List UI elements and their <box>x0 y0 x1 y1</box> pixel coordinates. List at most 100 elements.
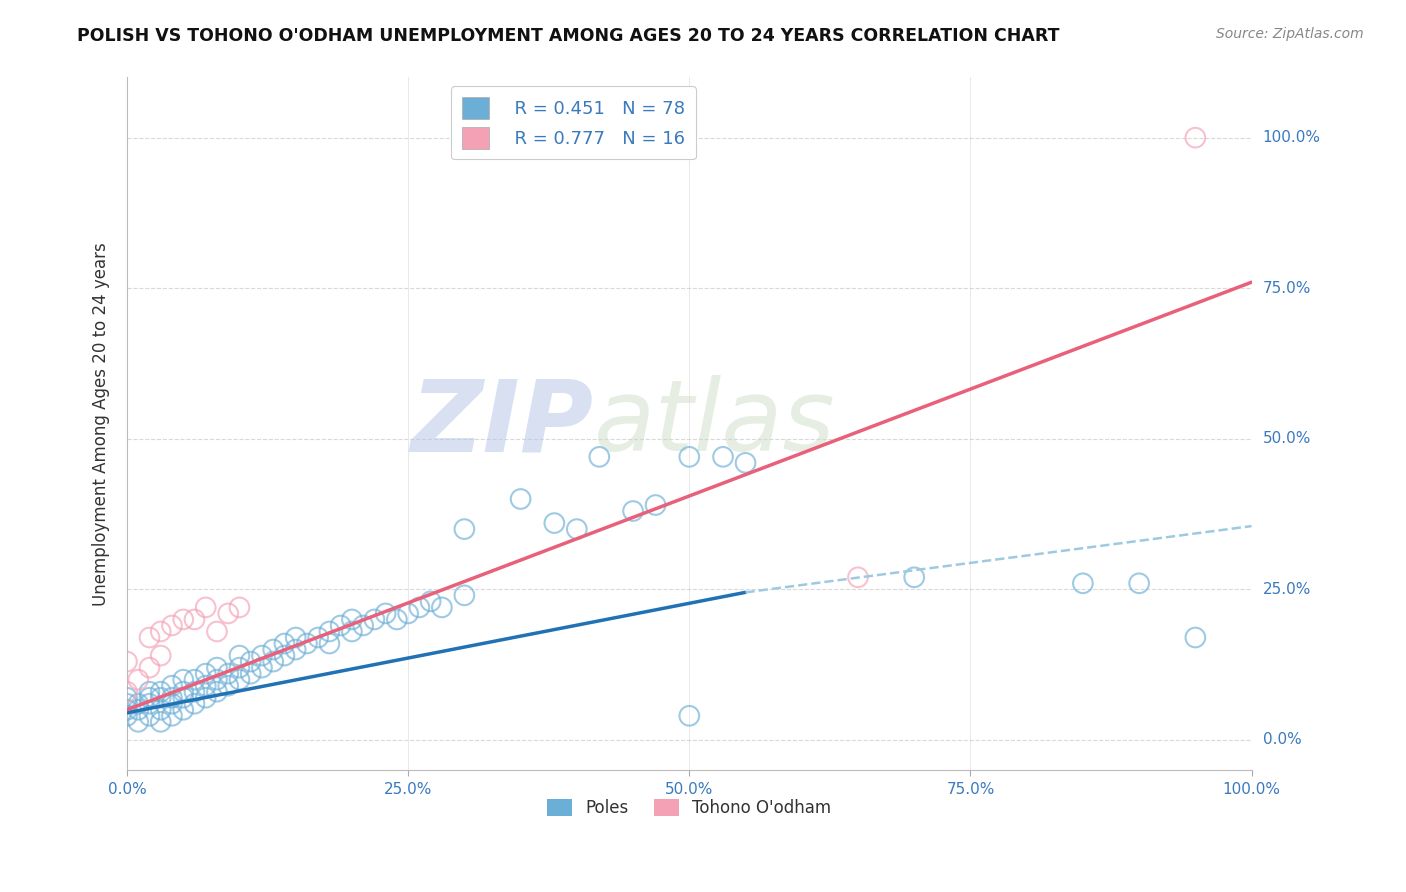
Point <box>588 450 610 464</box>
Point <box>228 600 250 615</box>
Point <box>1184 631 1206 645</box>
Point <box>846 570 869 584</box>
Point <box>543 516 565 530</box>
Point <box>127 673 149 687</box>
Point <box>205 684 228 698</box>
Point <box>363 612 385 626</box>
Point <box>734 456 756 470</box>
Point <box>194 679 217 693</box>
Point <box>172 690 194 705</box>
Point <box>183 673 205 687</box>
Point <box>183 697 205 711</box>
Point <box>228 648 250 663</box>
Point <box>149 703 172 717</box>
Point <box>160 697 183 711</box>
Point <box>115 703 138 717</box>
Point <box>1184 130 1206 145</box>
Point <box>340 624 363 639</box>
Point <box>408 600 430 615</box>
Y-axis label: Unemployment Among Ages 20 to 24 years: Unemployment Among Ages 20 to 24 years <box>93 242 110 606</box>
Legend: Poles, Tohono O'odham: Poles, Tohono O'odham <box>540 792 838 824</box>
Point <box>115 697 138 711</box>
Point <box>284 631 307 645</box>
Point <box>340 612 363 626</box>
Point <box>1128 576 1150 591</box>
Point <box>127 714 149 729</box>
Point <box>149 624 172 639</box>
Point <box>621 504 644 518</box>
Point <box>295 636 318 650</box>
Point <box>160 690 183 705</box>
Point <box>374 607 396 621</box>
Point <box>352 618 374 632</box>
Point <box>453 522 475 536</box>
Point <box>160 679 183 693</box>
Point <box>1071 576 1094 591</box>
Point <box>160 708 183 723</box>
Point <box>149 714 172 729</box>
Point <box>205 673 228 687</box>
Point <box>453 588 475 602</box>
Point <box>307 631 329 645</box>
Text: 25.0%: 25.0% <box>1263 582 1310 597</box>
Point <box>273 648 295 663</box>
Point <box>385 612 408 626</box>
Point <box>149 684 172 698</box>
Text: atlas: atlas <box>593 376 835 472</box>
Point <box>678 450 700 464</box>
Point <box>262 655 284 669</box>
Point <box>138 690 160 705</box>
Point <box>149 690 172 705</box>
Point <box>138 684 160 698</box>
Point <box>284 642 307 657</box>
Point <box>262 642 284 657</box>
Point <box>115 655 138 669</box>
Text: POLISH VS TOHONO O'ODHAM UNEMPLOYMENT AMONG AGES 20 TO 24 YEARS CORRELATION CHAR: POLISH VS TOHONO O'ODHAM UNEMPLOYMENT AM… <box>77 27 1060 45</box>
Point <box>250 660 273 674</box>
Text: 0.0%: 0.0% <box>1263 732 1302 747</box>
Point <box>138 660 160 674</box>
Point <box>172 703 194 717</box>
Point <box>711 450 734 464</box>
Point <box>183 684 205 698</box>
Point <box>678 708 700 723</box>
Point <box>138 708 160 723</box>
Point <box>194 690 217 705</box>
Point <box>273 636 295 650</box>
Point <box>903 570 925 584</box>
Point <box>318 636 340 650</box>
Point <box>250 648 273 663</box>
Point <box>228 673 250 687</box>
Point <box>509 491 531 506</box>
Point <box>644 498 666 512</box>
Point <box>318 624 340 639</box>
Text: 75.0%: 75.0% <box>1263 281 1310 296</box>
Point <box>419 594 441 608</box>
Point <box>396 607 419 621</box>
Point <box>138 697 160 711</box>
Point <box>172 612 194 626</box>
Point <box>127 703 149 717</box>
Point <box>228 660 250 674</box>
Point <box>430 600 453 615</box>
Point <box>138 631 160 645</box>
Point <box>217 679 239 693</box>
Point <box>194 600 217 615</box>
Point <box>115 684 138 698</box>
Point <box>172 673 194 687</box>
Point <box>172 684 194 698</box>
Point <box>183 612 205 626</box>
Point <box>149 648 172 663</box>
Point <box>205 624 228 639</box>
Point <box>160 618 183 632</box>
Text: 100.0%: 100.0% <box>1263 130 1320 145</box>
Point <box>127 697 149 711</box>
Point <box>239 666 262 681</box>
Point <box>217 666 239 681</box>
Point <box>205 660 228 674</box>
Point <box>194 666 217 681</box>
Point <box>329 618 352 632</box>
Text: Source: ZipAtlas.com: Source: ZipAtlas.com <box>1216 27 1364 41</box>
Point <box>217 607 239 621</box>
Point <box>115 708 138 723</box>
